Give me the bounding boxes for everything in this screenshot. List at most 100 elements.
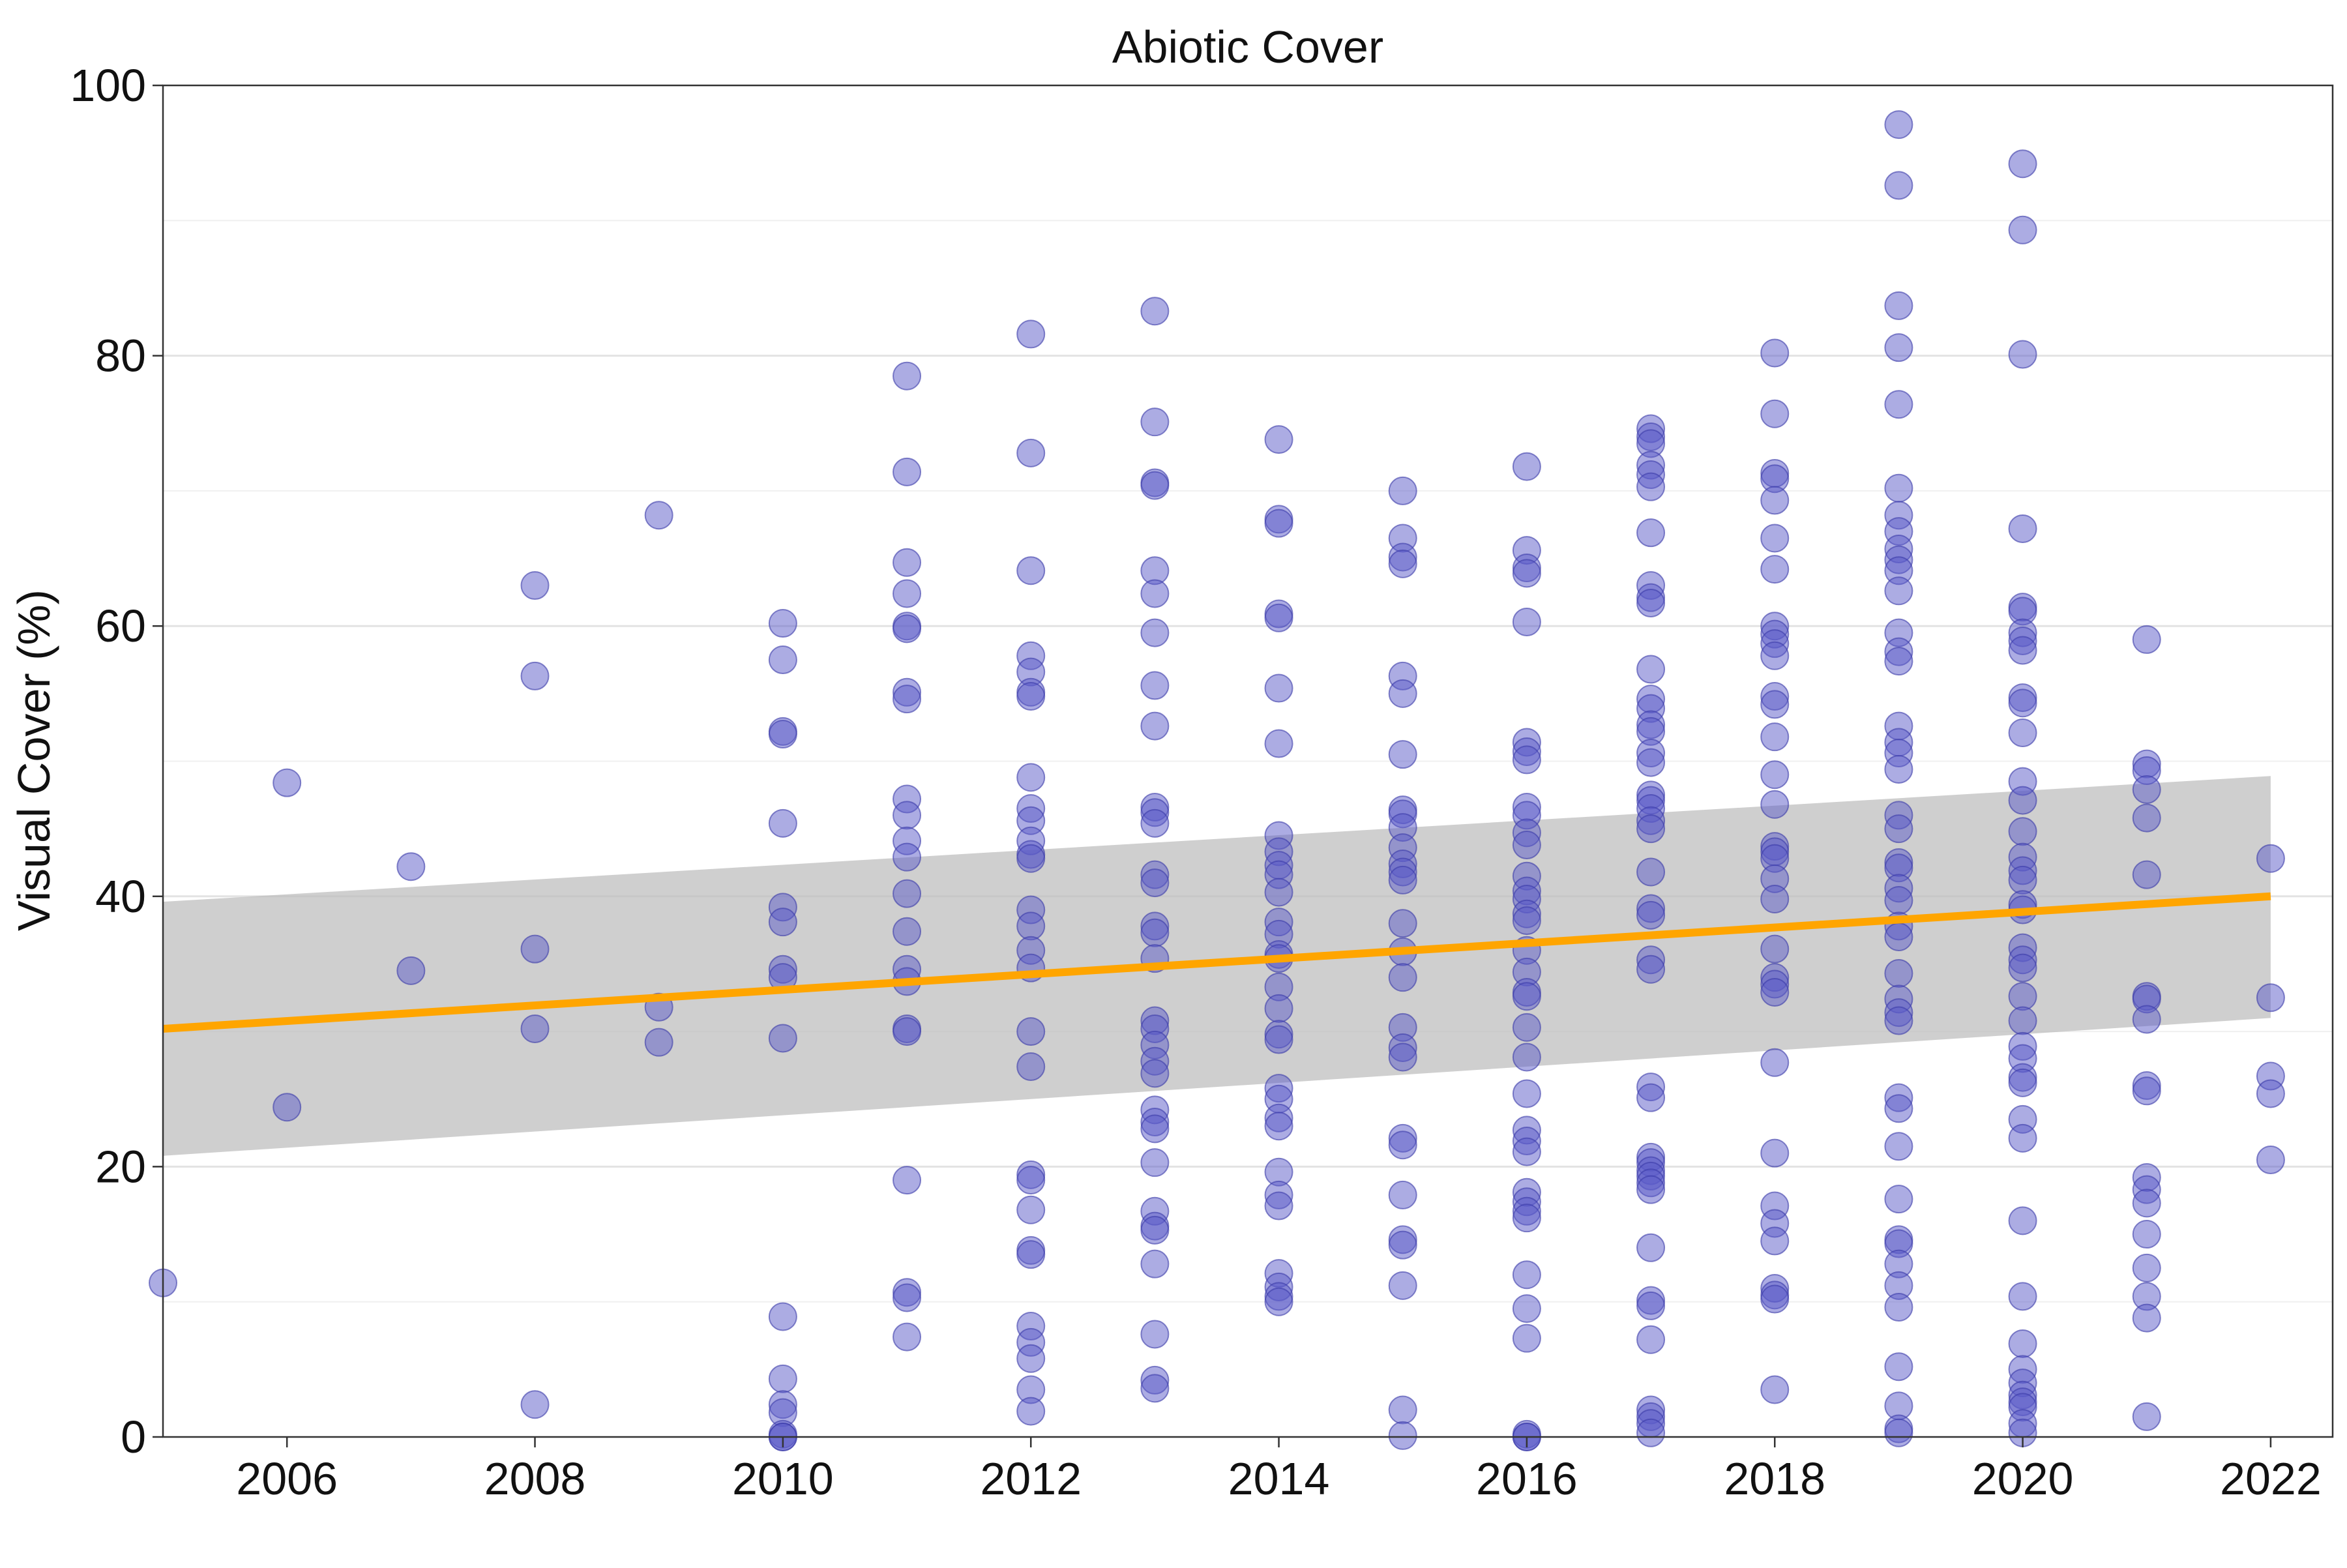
data-point <box>1388 963 1417 992</box>
x-tick-label: 2016 <box>1476 1453 1578 1504</box>
y-tick-label: 20 <box>95 1141 146 1192</box>
data-point <box>2008 1123 2037 1153</box>
y-tick-label: 100 <box>70 60 146 111</box>
data-point <box>1016 763 1046 792</box>
data-point <box>2132 1220 2161 1249</box>
data-point <box>768 808 797 838</box>
data-point <box>1636 472 1666 501</box>
data-point <box>1636 1418 1666 1447</box>
data-point <box>2008 786 2037 815</box>
data-point <box>893 361 922 391</box>
data-point <box>2008 817 2037 846</box>
data-point <box>1140 407 1170 437</box>
data-point <box>2256 1079 2285 1108</box>
data-point <box>1264 425 1293 454</box>
data-point <box>2132 625 2161 654</box>
data-point <box>1016 1397 1046 1426</box>
data-point <box>1760 1226 1790 1256</box>
data-point <box>1512 982 1541 1011</box>
data-point <box>1016 1052 1046 1081</box>
data-point <box>1884 473 1913 503</box>
data-point <box>520 1390 550 1419</box>
data-point <box>1636 518 1666 548</box>
data-point <box>1140 868 1170 898</box>
data-point <box>893 801 922 830</box>
data-point <box>644 1028 673 1057</box>
y-tick-label: 0 <box>121 1412 146 1462</box>
data-point <box>2008 1206 2037 1235</box>
data-point <box>2256 844 2285 873</box>
data-point <box>1760 1048 1790 1077</box>
data-point <box>1884 1006 1913 1035</box>
data-point <box>1760 1138 1790 1168</box>
data-point <box>273 1093 302 1122</box>
data-point <box>2256 1146 2285 1175</box>
data-point <box>1264 1191 1293 1220</box>
x-tick-label: 2022 <box>2220 1453 2322 1504</box>
data-point <box>1016 1240 1046 1269</box>
data-point <box>1636 1233 1666 1262</box>
data-point <box>2008 1282 2037 1311</box>
data-point <box>2008 149 2037 179</box>
data-point <box>2008 636 2037 665</box>
data-point <box>1636 1291 1666 1320</box>
data-point <box>2008 340 2037 369</box>
data-point <box>1264 673 1293 703</box>
data-point <box>768 645 797 675</box>
data-point <box>893 579 922 608</box>
data-point <box>1884 291 1913 320</box>
data-point <box>1264 509 1293 538</box>
data-point <box>1140 918 1170 947</box>
data-point <box>1512 831 1541 860</box>
data-point <box>1388 549 1417 578</box>
data-point <box>1760 977 1790 1007</box>
data-point <box>1512 745 1541 775</box>
data-point <box>1884 1352 1913 1382</box>
data-point <box>1760 760 1790 790</box>
data-point <box>1140 471 1170 500</box>
data-point <box>1388 1395 1417 1425</box>
data-point <box>1884 754 1913 784</box>
data-point <box>2132 1303 2161 1333</box>
data-point <box>2008 953 2037 983</box>
data-point <box>1388 679 1417 708</box>
data-point <box>1884 1132 1913 1161</box>
data-point <box>1884 171 1913 200</box>
data-point <box>2132 775 2161 805</box>
data-point <box>893 1322 922 1352</box>
data-point <box>1388 865 1417 895</box>
plot-frame <box>162 84 2334 1438</box>
data-point <box>1760 722 1790 752</box>
data-point <box>1140 1320 1170 1349</box>
data-point <box>1636 588 1666 617</box>
data-point <box>1140 579 1170 608</box>
data-point <box>1884 958 1913 988</box>
data-point <box>1884 886 1913 915</box>
data-point <box>1512 607 1541 636</box>
axes: 0 20 40 60 80 100 2006 2008 2010 2012 2014 2016 2018… <box>70 60 2322 1504</box>
data-point <box>1636 900 1666 930</box>
data-point <box>2008 688 2037 718</box>
data-point <box>2132 1189 2161 1218</box>
x-tick-label: 2018 <box>1724 1453 1825 1504</box>
data-point <box>1760 486 1790 515</box>
data-point <box>768 609 797 638</box>
data-point <box>893 1166 922 1195</box>
data-point <box>520 1014 550 1043</box>
data-point <box>520 934 550 964</box>
data-point <box>1636 748 1666 777</box>
data-point <box>1140 1059 1170 1088</box>
x-tick-label: 2010 <box>732 1453 834 1504</box>
data-point <box>1140 1114 1170 1144</box>
data-point <box>1140 297 1170 326</box>
data-point <box>1760 555 1790 584</box>
data-point <box>1884 1418 1913 1447</box>
data-point <box>1140 808 1170 838</box>
data-point <box>1264 1287 1293 1316</box>
data-point <box>1512 1137 1541 1166</box>
data-point <box>1140 711 1170 741</box>
data-point <box>893 685 922 714</box>
data-point <box>1140 671 1170 700</box>
data-point <box>2008 215 2037 244</box>
